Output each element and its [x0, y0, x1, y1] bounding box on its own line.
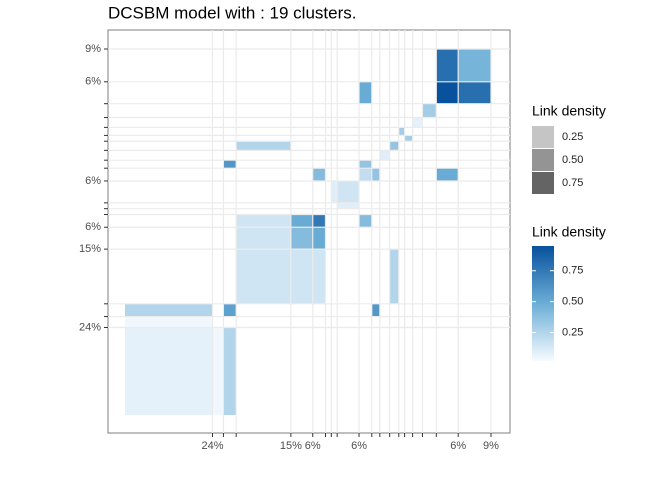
cell: [359, 81, 372, 104]
cell: [212, 327, 224, 415]
cell: [236, 249, 291, 304]
cell: [398, 127, 405, 136]
cell: [290, 249, 313, 304]
x-tick-label: 6%: [351, 440, 367, 452]
x-tick-label: 15%: [280, 440, 302, 452]
cell: [331, 180, 338, 203]
cell: [371, 303, 380, 317]
cell: [223, 327, 237, 415]
cell: [422, 103, 437, 118]
cell: [223, 303, 237, 317]
cell: [404, 135, 413, 142]
y-tick-label: 9%: [85, 43, 101, 55]
legend-label: 0.75: [562, 177, 583, 189]
legend-label: 0.25: [562, 326, 583, 338]
legend-key: [532, 172, 554, 194]
legend-label: 0.50: [562, 296, 583, 308]
cell: [458, 49, 491, 82]
cell: [290, 214, 313, 228]
cell: [436, 168, 459, 181]
cell: [337, 180, 360, 203]
y-tick-label: 24%: [79, 321, 101, 333]
colorbar: [532, 246, 554, 361]
legend-label: 0.25: [562, 131, 583, 143]
cell: [359, 168, 372, 181]
legend-label: 0.50: [562, 154, 583, 166]
cell: [436, 49, 459, 82]
chart-title: DCSBM model with : 19 clusters.: [108, 3, 356, 22]
y-tick-label: 6%: [85, 76, 101, 88]
cell: [290, 227, 313, 250]
cell: [125, 303, 213, 317]
y-tick-label: 6%: [85, 221, 101, 233]
cell: [389, 249, 399, 304]
cell: [236, 141, 291, 151]
cell: [223, 160, 237, 169]
cell: [125, 327, 213, 415]
x-tick-label: 6%: [450, 440, 466, 452]
cell: [312, 227, 326, 250]
cell: [359, 214, 372, 228]
cell: [236, 214, 291, 228]
legend-label: 0.75: [562, 265, 583, 277]
cell: [371, 168, 380, 181]
cell: [359, 160, 372, 169]
legend-title: Link density: [532, 103, 606, 119]
legend-key: [532, 126, 554, 148]
cell: [337, 202, 360, 209]
cell: [379, 150, 390, 161]
cell: [458, 81, 491, 104]
legend-title: Link density: [532, 224, 606, 240]
cell: [312, 249, 326, 304]
cell: [312, 168, 326, 181]
cell: [125, 316, 213, 328]
y-tick-label: 6%: [85, 175, 101, 187]
x-tick-label: 24%: [201, 440, 223, 452]
cell: [389, 141, 399, 151]
cell: [436, 81, 459, 104]
y-tick-label: 15%: [79, 243, 101, 255]
cell: [312, 214, 326, 228]
cell: [236, 227, 291, 250]
x-tick-label: 9%: [483, 440, 499, 452]
legend-key: [532, 149, 554, 171]
x-tick-label: 6%: [305, 440, 321, 452]
cell: [412, 117, 423, 128]
